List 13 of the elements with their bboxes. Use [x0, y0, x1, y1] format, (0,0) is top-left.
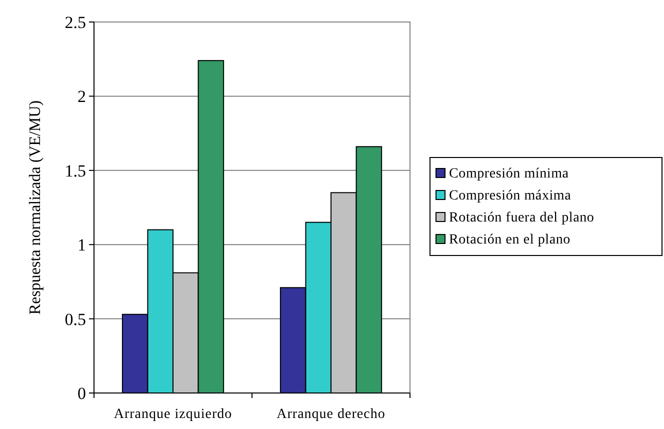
y-tick-label: 0.5	[64, 310, 86, 329]
y-tick-label: 2.5	[64, 12, 86, 32]
legend-label: Rotación en el plano	[449, 232, 570, 248]
y-tick-label: 1.5	[64, 161, 86, 180]
legend-label: Compresión máxima	[449, 188, 572, 204]
y-axis-title: Respuesta normalizada (VE/MU)	[27, 100, 44, 315]
y-tick-label: 2	[78, 87, 86, 106]
x-tick-label: Arranque derecho	[276, 407, 386, 422]
y-tick-label: 1	[78, 236, 86, 255]
x-tick-label: Arranque izquierdo	[114, 407, 232, 422]
y-tick-label: 0	[78, 384, 86, 403]
legend-label: Compresión mínima	[449, 166, 570, 182]
legend-label: Rotación fuera del plano	[449, 210, 594, 226]
